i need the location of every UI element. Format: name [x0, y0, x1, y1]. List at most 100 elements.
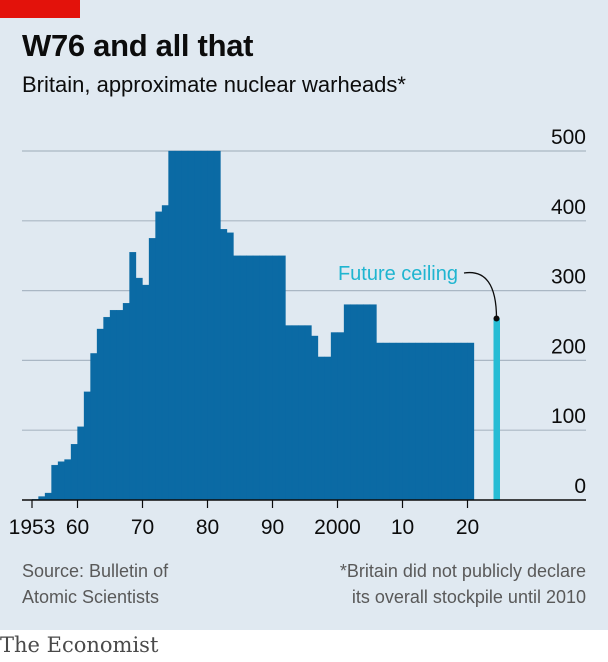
bar [103, 316, 111, 501]
bar [83, 391, 91, 501]
bar [460, 342, 468, 501]
bar [207, 150, 215, 501]
bar [155, 211, 163, 501]
y-tick-label: 500 [551, 126, 586, 149]
bar [311, 335, 319, 501]
bar [200, 150, 208, 501]
bar [181, 150, 189, 501]
bar [285, 325, 293, 501]
bar [415, 342, 423, 501]
bar [408, 342, 416, 501]
bar [213, 150, 221, 501]
source-line-1: Source: Bulletin of [22, 561, 169, 581]
bar [194, 150, 202, 501]
bar [187, 150, 195, 501]
bar [148, 238, 156, 501]
bar [330, 332, 338, 501]
source-note: Source: Bulletin of Atomic Scientists [22, 558, 168, 610]
bar [343, 304, 351, 501]
bar [51, 464, 59, 501]
bar [467, 342, 475, 501]
future-ceiling-leader [463, 271, 498, 319]
bar [428, 342, 436, 501]
bar [233, 255, 241, 501]
bar [70, 444, 78, 501]
bar [454, 342, 462, 501]
bar [174, 150, 182, 501]
bar [291, 325, 299, 501]
bar [265, 255, 273, 501]
x-tick-label: 20 [456, 516, 479, 539]
footnote-line-2: its overall stockpile until 2010 [351, 587, 586, 607]
x-tick-label: 60 [66, 516, 89, 539]
bar [434, 342, 442, 501]
bar [122, 303, 130, 501]
bar [369, 304, 377, 501]
x-axis: 1953 60 70 80 90 2000 10 20 [9, 499, 586, 539]
bar [382, 342, 390, 501]
bar [356, 304, 364, 501]
bar [96, 328, 104, 501]
bar [135, 277, 143, 501]
bar [421, 342, 429, 501]
bar [226, 232, 234, 501]
chart-panel [0, 0, 608, 630]
bar [278, 255, 286, 501]
y-tick-label: 400 [551, 196, 586, 219]
bar [402, 342, 410, 501]
future-ceiling-bar [493, 318, 500, 500]
bar [447, 342, 455, 501]
bar [116, 309, 124, 501]
bar [77, 426, 85, 501]
x-tick-label: 90 [261, 516, 284, 539]
chart-subtitle: Britain, approximate nuclear warheads* [22, 72, 406, 97]
bar [220, 229, 228, 501]
bar [350, 304, 358, 501]
bar [441, 342, 449, 501]
footnote-line-1: *Britain did not publicly declare [339, 561, 586, 581]
chart-title: W76 and all that [22, 28, 254, 63]
bar [324, 356, 332, 501]
future-ceiling-series: Future ceiling [338, 263, 500, 500]
source-line-2: Atomic Scientists [22, 587, 160, 607]
x-tick-label: 80 [196, 516, 219, 539]
bar [246, 255, 254, 501]
brand-red-tag [0, 0, 80, 18]
bar [298, 325, 306, 501]
bar [142, 284, 150, 501]
x-tick-label: 70 [131, 516, 154, 539]
bar [259, 255, 267, 501]
bar [395, 342, 403, 501]
future-ceiling-label: Future ceiling [338, 263, 458, 285]
y-tick-label: 200 [551, 335, 586, 358]
bar [239, 255, 247, 501]
y-tick-label: 100 [551, 405, 586, 428]
future-ceiling-dot [493, 315, 500, 322]
warheads-bar-chart: Future ceiling 0 100 200 300 400 500 1953 60 70… [9, 126, 586, 539]
bar [168, 150, 176, 501]
bar [44, 492, 52, 501]
bar-series [31, 150, 475, 501]
x-tick-label: 1953 [9, 516, 56, 539]
bar [252, 255, 260, 501]
footnote: *Britain did not publicly declare its ov… [340, 558, 586, 610]
bar [272, 255, 280, 501]
bar [304, 325, 312, 501]
y-tick-label: 0 [574, 475, 586, 498]
bar [129, 252, 137, 501]
bar [161, 205, 169, 501]
bar [376, 342, 384, 501]
bar [64, 459, 72, 501]
x-tick-label: 2000 [314, 516, 361, 539]
y-tick-label: 300 [551, 266, 586, 289]
economist-logo-text: The Economist [0, 633, 159, 657]
bar [363, 304, 371, 501]
bar [337, 332, 345, 501]
bar [90, 353, 98, 501]
bar [389, 342, 397, 501]
bar [109, 309, 117, 501]
bar [57, 461, 65, 501]
x-tick-label: 10 [391, 516, 414, 539]
bar [317, 356, 325, 501]
y-axis-ticks: 0 100 200 300 400 500 [551, 126, 586, 498]
